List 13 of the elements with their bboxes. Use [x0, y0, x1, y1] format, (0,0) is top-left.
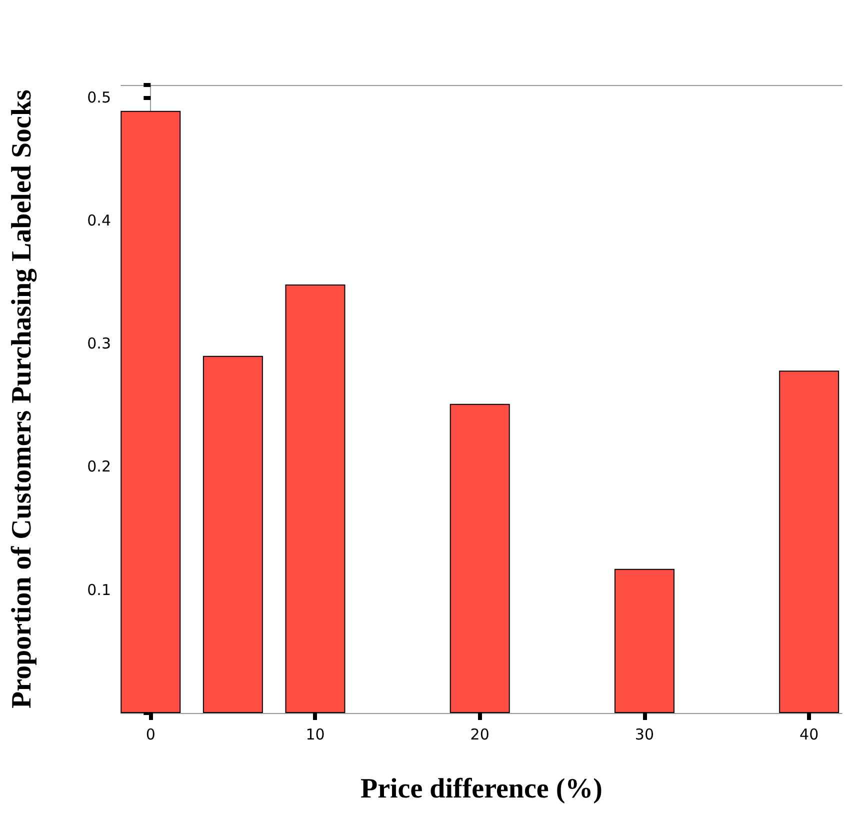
x-tick-label: 30 [634, 726, 654, 744]
bar [202, 356, 263, 713]
x-axis-title: Price difference (%) [360, 774, 603, 804]
x-tick-label: 0 [146, 726, 156, 744]
x-tick-label: 10 [306, 726, 325, 744]
y-tick-label: 0.3 [87, 334, 111, 353]
y-axis-title: Proportion of Customers Purchasing Labeled Socks [6, 89, 38, 708]
y-tick-label: 0.1 [87, 580, 111, 599]
y-tick-label: 0.5 [87, 88, 111, 106]
x-tick-label: 40 [800, 726, 819, 744]
y-tick-label: 0.4 [87, 211, 111, 230]
x-tick-label: 20 [470, 726, 490, 744]
y-tick-label: 0.2 [87, 458, 111, 476]
